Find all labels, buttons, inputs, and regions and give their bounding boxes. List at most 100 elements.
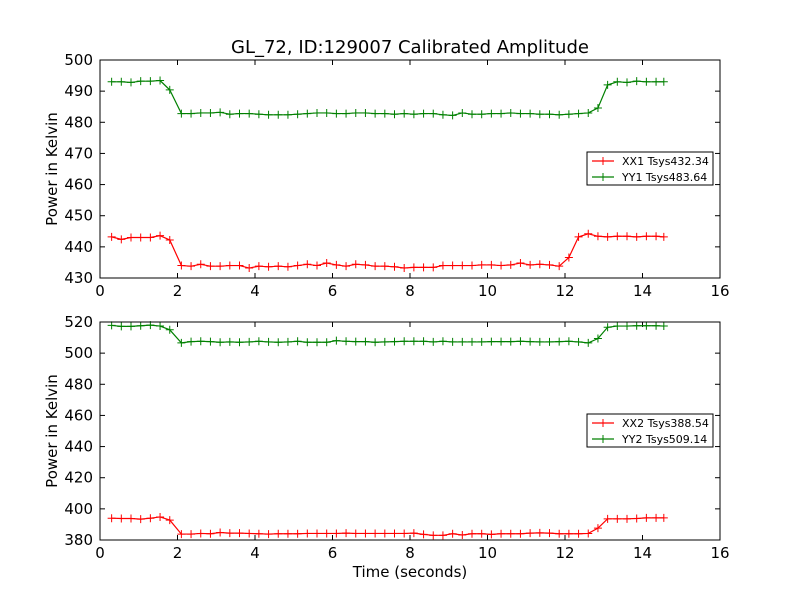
- data-point-marker: [177, 338, 186, 347]
- data-point-marker: [438, 337, 447, 346]
- data-point-marker: [564, 529, 573, 538]
- data-point-marker: [235, 529, 244, 538]
- data-point-marker: [206, 529, 215, 538]
- data-point-marker: [535, 110, 544, 119]
- data-point-marker: [468, 337, 476, 346]
- data-point-marker: [438, 261, 447, 270]
- x-tick-label: 0: [95, 282, 105, 300]
- data-point-marker: [264, 110, 273, 119]
- data-point-marker: [264, 337, 273, 346]
- x-tick-label: 10: [478, 282, 497, 300]
- data-point-marker: [487, 109, 496, 118]
- data-point-marker: [235, 338, 244, 347]
- data-point-marker: [254, 337, 263, 346]
- series-line-1: [111, 233, 664, 269]
- data-point-marker: [342, 337, 351, 346]
- data-point-marker: [361, 529, 370, 538]
- y-tick-label: 420: [64, 469, 93, 487]
- y-tick-label: 440: [64, 238, 93, 256]
- data-point-marker: [136, 321, 145, 330]
- data-point-marker: [458, 261, 467, 270]
- data-point-marker: [564, 110, 573, 119]
- data-point-marker: [448, 337, 457, 346]
- data-point-marker: [245, 337, 254, 346]
- data-point-marker: [293, 337, 302, 346]
- data-point-marker: [351, 337, 360, 346]
- data-point-marker: [390, 110, 399, 119]
- data-point-marker: [659, 513, 668, 522]
- data-point-marker: [322, 338, 331, 347]
- data-point-marker: [545, 110, 554, 119]
- data-point-marker: [136, 515, 145, 524]
- data-point-marker: [322, 108, 331, 117]
- data-point-marker: [332, 109, 341, 118]
- data-point-marker: [283, 110, 292, 119]
- x-tick-label: 6: [328, 544, 338, 562]
- data-point-marker: [107, 321, 116, 330]
- data-point-marker: [196, 529, 205, 538]
- data-point-marker: [245, 109, 254, 118]
- data-point-marker: [390, 262, 399, 271]
- data-point-marker: [380, 109, 389, 118]
- data-point-marker: [632, 321, 641, 330]
- data-point-marker: [477, 529, 486, 538]
- data-point-marker: [526, 109, 535, 118]
- data-point-marker: [516, 529, 525, 538]
- data-point-marker: [642, 232, 651, 241]
- y-tick-label: 520: [64, 313, 93, 331]
- x-tick-label: 8: [405, 544, 415, 562]
- x-tick-label: 2: [173, 282, 183, 300]
- x-tick-label: 10: [478, 544, 497, 562]
- data-point-marker: [371, 338, 380, 347]
- data-point-marker: [632, 77, 641, 86]
- data-point-marker: [574, 529, 583, 538]
- data-point-marker: [264, 530, 273, 539]
- subplot-2: 0 2 4 6 8 10 12 14 16 380 400 420 440 460 480 500 520 Pow…: [43, 313, 730, 581]
- data-point-marker: [303, 529, 312, 538]
- data-point-marker: [477, 110, 486, 119]
- data-point-marker: [293, 529, 302, 538]
- legend-marker: [599, 419, 607, 427]
- data-point-marker: [303, 338, 312, 347]
- data-point-marker: [225, 337, 234, 346]
- data-point-marker: [225, 261, 234, 270]
- plots-container: 0 2 4 6 8 10 12 14 16430440450460470480490500Pow…: [43, 51, 730, 581]
- legend-box: [586, 413, 714, 448]
- y-axis-label: Power in Kelvin: [43, 112, 61, 226]
- data-point-marker: [535, 260, 544, 269]
- data-point-marker: [303, 260, 312, 269]
- data-point-marker: [419, 109, 428, 118]
- y-tick-label: 430: [64, 269, 93, 287]
- data-point-marker: [380, 262, 389, 271]
- data-point-marker: [516, 109, 525, 118]
- plot-frame: [99, 59, 721, 279]
- data-point-marker: [468, 529, 476, 538]
- data-point-marker: [156, 76, 165, 85]
- data-point-marker: [506, 529, 515, 538]
- data-point-marker: [196, 337, 205, 346]
- data-point-marker: [574, 109, 583, 118]
- data-point-marker: [497, 261, 506, 270]
- legend-marker: [599, 173, 607, 181]
- data-point-marker: [332, 529, 341, 538]
- y-tick-label: 400: [64, 500, 93, 518]
- data-point-marker: [652, 77, 661, 86]
- data-point-marker: [613, 322, 622, 331]
- data-point-marker: [429, 531, 438, 540]
- data-point-marker: [177, 530, 186, 539]
- data-point-marker: [187, 262, 196, 271]
- data-point-marker: [613, 514, 622, 523]
- data-point-marker: [117, 322, 126, 331]
- data-point-marker: [497, 529, 506, 538]
- data-point-marker: [235, 109, 244, 118]
- data-point-marker: [371, 109, 380, 118]
- data-point-marker: [584, 338, 593, 347]
- data-point-marker: [293, 261, 302, 270]
- series-line-1: [111, 516, 664, 536]
- data-point-marker: [506, 260, 515, 269]
- data-point-marker: [107, 232, 116, 241]
- data-point-marker: [342, 262, 351, 271]
- data-point-marker: [584, 108, 593, 117]
- x-tick-label: 16: [710, 544, 729, 562]
- data-point-marker: [623, 232, 631, 241]
